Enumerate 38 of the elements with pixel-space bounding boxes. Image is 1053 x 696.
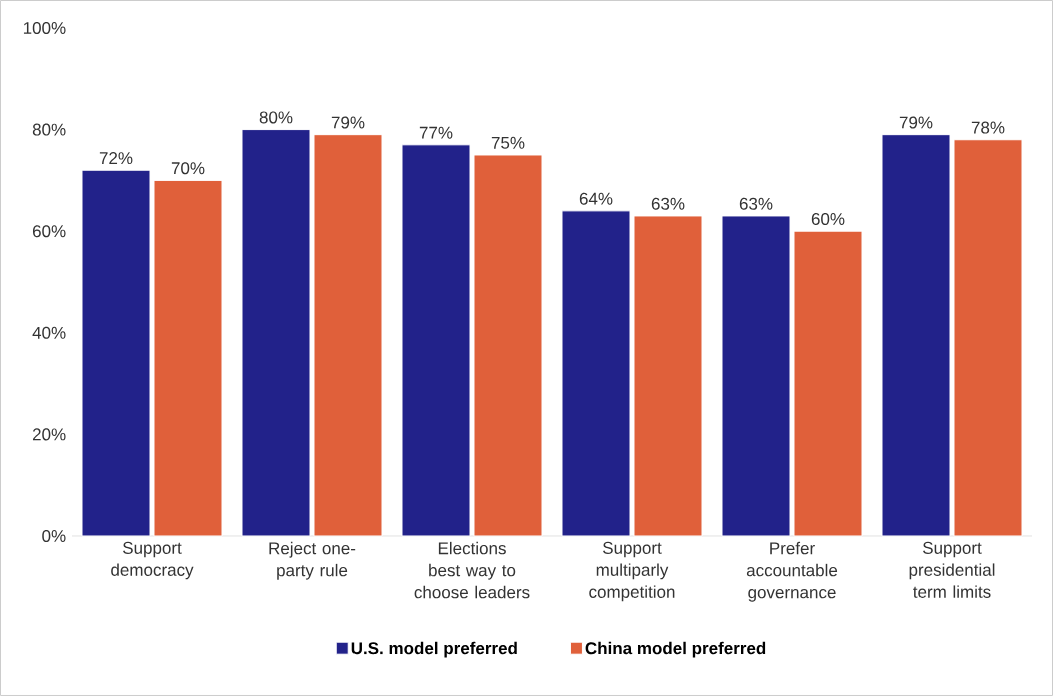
x-tick-label: Reject one-party rule bbox=[269, 541, 356, 580]
bar bbox=[81, 169, 151, 537]
data-label: 80% bbox=[259, 111, 293, 124]
bar bbox=[241, 129, 311, 537]
bar bbox=[953, 139, 1023, 537]
bar bbox=[401, 144, 471, 537]
bar bbox=[473, 154, 543, 537]
data-label: 75% bbox=[491, 136, 525, 149]
y-tick-label: 100% bbox=[23, 21, 66, 35]
data-label: 70% bbox=[171, 162, 205, 175]
legend-label: China model preferred bbox=[585, 641, 766, 658]
data-label: 64% bbox=[579, 192, 613, 205]
y-tick-label: 0% bbox=[42, 529, 66, 543]
x-tick-label: Support multiparly competition bbox=[589, 541, 675, 602]
y-tick-label: 80% bbox=[32, 123, 66, 136]
bar bbox=[633, 215, 703, 537]
bar bbox=[881, 134, 951, 537]
data-label: 78% bbox=[971, 121, 1005, 134]
y-tick-label: 40% bbox=[32, 326, 66, 339]
data-label: 79% bbox=[899, 116, 933, 129]
data-label: 63% bbox=[739, 197, 773, 210]
x-tick-label: Elections best way to choose leaders bbox=[414, 541, 530, 599]
y-tick-label: 60% bbox=[32, 225, 66, 238]
legend-label: U.S. model preferred bbox=[351, 641, 517, 658]
x-tick-label: Support presidential term limits bbox=[909, 541, 995, 598]
bar bbox=[313, 134, 383, 537]
bar bbox=[561, 210, 631, 537]
bar bbox=[153, 179, 223, 537]
y-tick-label: 20% bbox=[32, 428, 66, 441]
x-tick-label: Prefer accountable governance bbox=[746, 541, 838, 602]
data-label: 60% bbox=[811, 212, 845, 226]
data-label: 77% bbox=[419, 126, 453, 139]
bar bbox=[721, 215, 791, 537]
bar bbox=[793, 230, 863, 537]
data-label: 63% bbox=[651, 197, 685, 210]
data-label: 79% bbox=[331, 116, 365, 129]
data-label: 72% bbox=[99, 152, 133, 165]
x-tick-label: Support democracy bbox=[111, 541, 194, 580]
